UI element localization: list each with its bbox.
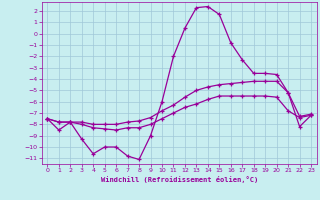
X-axis label: Windchill (Refroidissement éolien,°C): Windchill (Refroidissement éolien,°C) <box>100 176 258 183</box>
